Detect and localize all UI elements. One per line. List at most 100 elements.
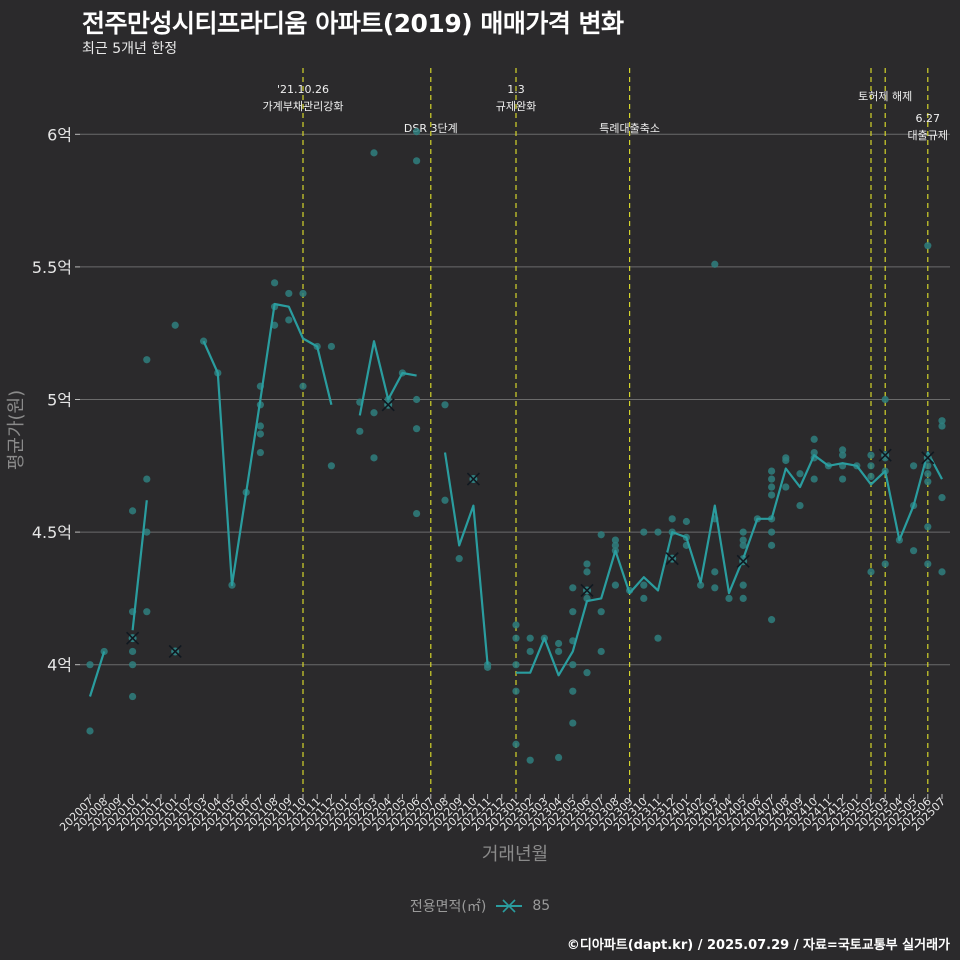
transaction-point xyxy=(924,478,932,486)
transaction-point xyxy=(867,451,875,459)
transaction-point xyxy=(839,446,847,454)
y-tick-label: 6억 xyxy=(47,125,72,144)
transaction-point xyxy=(299,289,307,298)
transaction-point xyxy=(597,531,605,539)
series-line-85 xyxy=(443,452,489,665)
transaction-point xyxy=(299,382,307,390)
series-line-85 xyxy=(516,451,943,677)
transaction-point xyxy=(810,435,818,443)
transaction-point xyxy=(739,528,747,536)
transaction-point xyxy=(129,692,137,701)
x-marker-stroke xyxy=(921,451,935,465)
transaction-point xyxy=(711,584,719,592)
transaction-point xyxy=(924,523,932,531)
transaction-point xyxy=(370,149,378,157)
transaction-point xyxy=(356,427,364,435)
transaction-point xyxy=(484,663,492,671)
transaction-point xyxy=(143,356,151,364)
transaction-point xyxy=(143,528,151,536)
event-annotation: 규제완화 xyxy=(496,100,536,113)
transaction-point xyxy=(682,517,691,526)
transaction-point xyxy=(129,661,137,669)
x-marker xyxy=(168,644,182,659)
transaction-point xyxy=(739,536,747,544)
transaction-point xyxy=(370,454,378,462)
transaction-point xyxy=(640,528,648,536)
transaction-point xyxy=(768,528,776,536)
event-annotation: 1.3 xyxy=(507,83,525,96)
transaction-point xyxy=(512,621,520,629)
transaction-point xyxy=(711,568,719,576)
series-line-85 xyxy=(88,651,106,697)
transaction-point xyxy=(569,719,577,727)
transaction-point xyxy=(327,342,335,351)
legend: 전용면적(㎡) 85 xyxy=(0,896,960,916)
transaction-point xyxy=(768,541,776,549)
transaction-point xyxy=(256,448,264,457)
transaction-point xyxy=(370,409,378,417)
y-tick-label: 5억 xyxy=(47,391,72,410)
transaction-point xyxy=(739,541,747,549)
transaction-point xyxy=(569,584,577,592)
transaction-point xyxy=(839,451,847,459)
event-annotation: 특례대출축소 xyxy=(599,122,660,135)
transaction-point xyxy=(768,491,776,499)
x-marker-stroke xyxy=(736,554,750,568)
transaction-point xyxy=(782,483,790,491)
transaction-point xyxy=(555,753,563,762)
transaction-point xyxy=(697,581,705,589)
transaction-point xyxy=(881,560,889,568)
transaction-point xyxy=(739,581,747,589)
x-marker xyxy=(921,451,935,465)
transaction-point xyxy=(512,634,520,642)
transaction-point xyxy=(768,467,776,475)
transaction-point xyxy=(512,740,520,748)
transaction-point xyxy=(441,496,449,504)
transaction-point xyxy=(938,568,946,576)
transaction-point xyxy=(285,316,293,324)
transaction-point xyxy=(597,647,605,656)
transaction-point xyxy=(768,475,776,483)
legend-key-icon xyxy=(496,899,523,913)
transaction-point xyxy=(768,483,776,491)
x-marker xyxy=(580,583,594,598)
transaction-point xyxy=(938,422,946,430)
event-annotation: '21.10.26 xyxy=(277,83,329,96)
transaction-point xyxy=(810,475,818,483)
transaction-point xyxy=(86,661,94,669)
y-axis-title: 평균가(원) xyxy=(6,390,27,470)
transaction-point xyxy=(611,581,620,589)
transaction-point xyxy=(654,528,662,536)
x-marker xyxy=(665,552,679,566)
x-marker-stroke xyxy=(126,631,140,645)
transaction-point xyxy=(271,279,279,287)
transaction-point xyxy=(555,647,563,656)
transaction-point xyxy=(569,687,577,695)
legend-title: 전용면적(㎡) xyxy=(409,899,487,915)
transaction-point xyxy=(569,608,577,616)
transaction-point xyxy=(413,157,421,165)
y-tick-label: 4.5억 xyxy=(32,523,72,542)
transaction-point xyxy=(867,462,875,470)
x-marker xyxy=(736,554,750,568)
transaction-point xyxy=(143,475,151,483)
transaction-point xyxy=(413,128,421,136)
transaction-point xyxy=(413,395,421,404)
y-tick-label: 5.5억 xyxy=(32,258,72,277)
transaction-point xyxy=(512,687,520,695)
transaction-point xyxy=(455,555,463,563)
transaction-point xyxy=(413,425,421,433)
transaction-point xyxy=(285,289,293,298)
transaction-point xyxy=(938,494,946,502)
transaction-point xyxy=(910,547,918,555)
transaction-point xyxy=(583,568,591,576)
transaction-point xyxy=(512,661,520,669)
series-line-85 xyxy=(131,500,148,631)
x-marker xyxy=(878,448,892,462)
x-marker-stroke xyxy=(381,398,395,412)
legend-series-label: 85 xyxy=(532,898,551,914)
transaction-point xyxy=(256,430,264,438)
transaction-point xyxy=(810,448,818,457)
event-annotation: 6.27 xyxy=(916,112,941,125)
